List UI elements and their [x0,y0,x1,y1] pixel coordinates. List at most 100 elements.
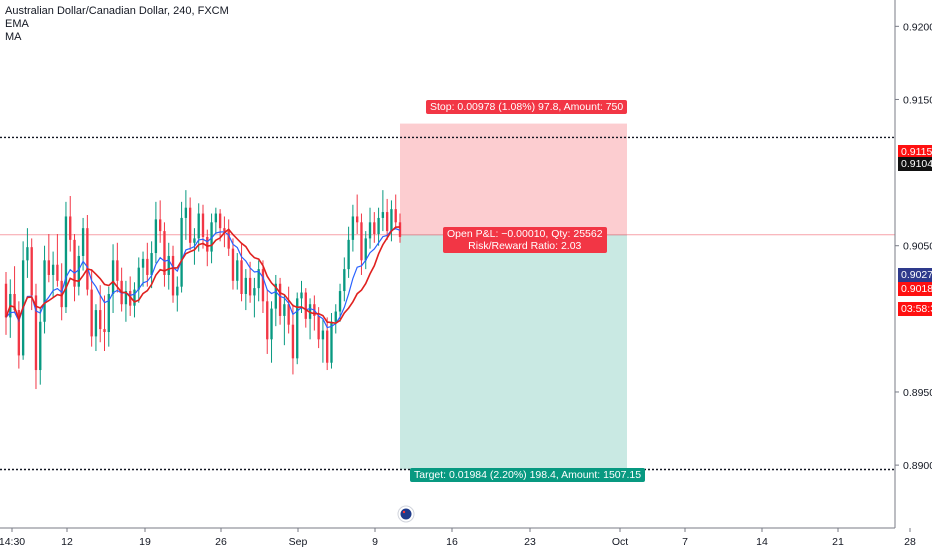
candle-body [99,310,102,330]
candle-body [300,292,303,299]
candle-body [394,209,397,223]
ma-line [5,226,401,325]
candle-body [283,304,286,316]
price-tick-label: 0.92000 [903,21,932,33]
candle-body [253,288,256,296]
ema-line [5,228,401,329]
price-tick-label: 0.89500 [903,387,932,399]
candle-body [158,219,162,232]
candle-body [210,222,213,252]
candle-body [90,289,93,337]
stop-label: Stop: 0.00978 (1.08%) 97.8, Amount: 750 [426,100,628,114]
candle-body [326,330,329,363]
candle-body [257,269,260,289]
candle-body [13,293,16,311]
candle-body [184,207,188,218]
candle-body [398,222,402,237]
target-label: Target: 0.01984 (2.20%) 198.4, Amount: 1… [410,468,646,482]
candle-body [321,330,325,340]
target-label-text: Target: 0.01984 (2.20%) 198.4, Amount: 1… [414,469,642,481]
candle-body [334,311,337,322]
candle-body [154,219,158,254]
stop-label-text: Stop: 0.00978 (1.08%) 97.8, Amount: 750 [430,101,624,113]
candle-body [51,264,55,275]
time-tick-label: 14:30 [0,536,25,548]
candle-body [150,253,153,275]
candle-body [137,267,140,290]
candle-body [30,247,33,296]
candle-body [94,310,98,337]
risk-reward-text: Risk/Reward Ratio: 2.03 [468,240,582,252]
candle-body [47,260,51,275]
price-tick-label: 0.91500 [903,94,932,106]
candle-body [248,277,252,296]
candle-body [188,207,192,243]
candle-body [73,239,76,287]
stop-zone[interactable] [400,123,627,235]
pnl-label: Open P&L: −0.00010, Qty: 25562 Risk/Rewa… [443,227,607,253]
candle-body [64,216,68,308]
flag-icon-dot [402,510,406,514]
candle-body [86,228,89,290]
candle-body [330,321,333,363]
candle-body [176,286,179,296]
flag-icon[interactable] [400,508,412,520]
candle-body [240,260,243,294]
ema-indicator-label[interactable]: EMA [5,18,29,30]
candle-body [347,239,350,270]
symbol-title[interactable]: Australian Dollar/Canadian Dollar, 240, … [5,5,229,17]
candle-body [270,308,273,340]
chart-legend: Australian Dollar/Canadian Dollar, 240, … [5,5,229,44]
candle-body [197,213,200,239]
candle-body [43,260,46,322]
target-zone[interactable] [400,234,627,470]
time-tick-label: 14 [756,536,768,548]
candle-body [381,212,385,218]
candle-body [338,291,342,312]
ma-indicator-label[interactable]: MA [5,31,22,43]
price-tick-label: 0.90500 [903,241,932,253]
time-tick-label: 19 [139,536,151,548]
candle-body [278,283,282,316]
candle-body [291,324,295,359]
time-tick-label: 26 [215,536,227,548]
candle-body [163,231,166,275]
candle-body [26,247,29,261]
time-tick-label: 12 [61,536,73,548]
candle-body [39,321,42,371]
candle-body [111,260,115,294]
candle-body [201,213,205,237]
candle-body [266,301,269,340]
candle-body [364,238,367,261]
time-tick-label: 7 [682,536,688,548]
candle-body [274,283,277,309]
candle-body [385,212,389,232]
time-tick-label: 16 [446,536,458,548]
candle-body [17,310,21,356]
time-tick-label: 9 [372,536,378,548]
position-tool[interactable] [400,123,627,470]
candle-body [377,217,380,235]
candle-body [218,213,222,229]
time-tick-label: 23 [524,536,536,548]
candle-body [368,222,372,239]
candle-body [81,228,85,256]
time-tick-label: 21 [832,536,844,548]
candle-body [56,264,59,281]
candle-body [4,283,8,318]
candle-body [223,228,226,232]
candle-body [129,291,132,306]
candle-body [236,260,239,281]
candle-body [206,236,209,252]
candle-body [373,222,376,235]
time-tick-label: 28 [904,536,916,548]
candle-body [351,216,355,240]
indicator-lines [5,226,401,329]
candle-body [261,269,265,302]
candle-body [343,269,346,292]
candle-body [317,315,320,340]
candle-body [124,291,128,305]
price-axis-tag: 03:58:38 [898,302,932,316]
candle-body [180,217,183,287]
